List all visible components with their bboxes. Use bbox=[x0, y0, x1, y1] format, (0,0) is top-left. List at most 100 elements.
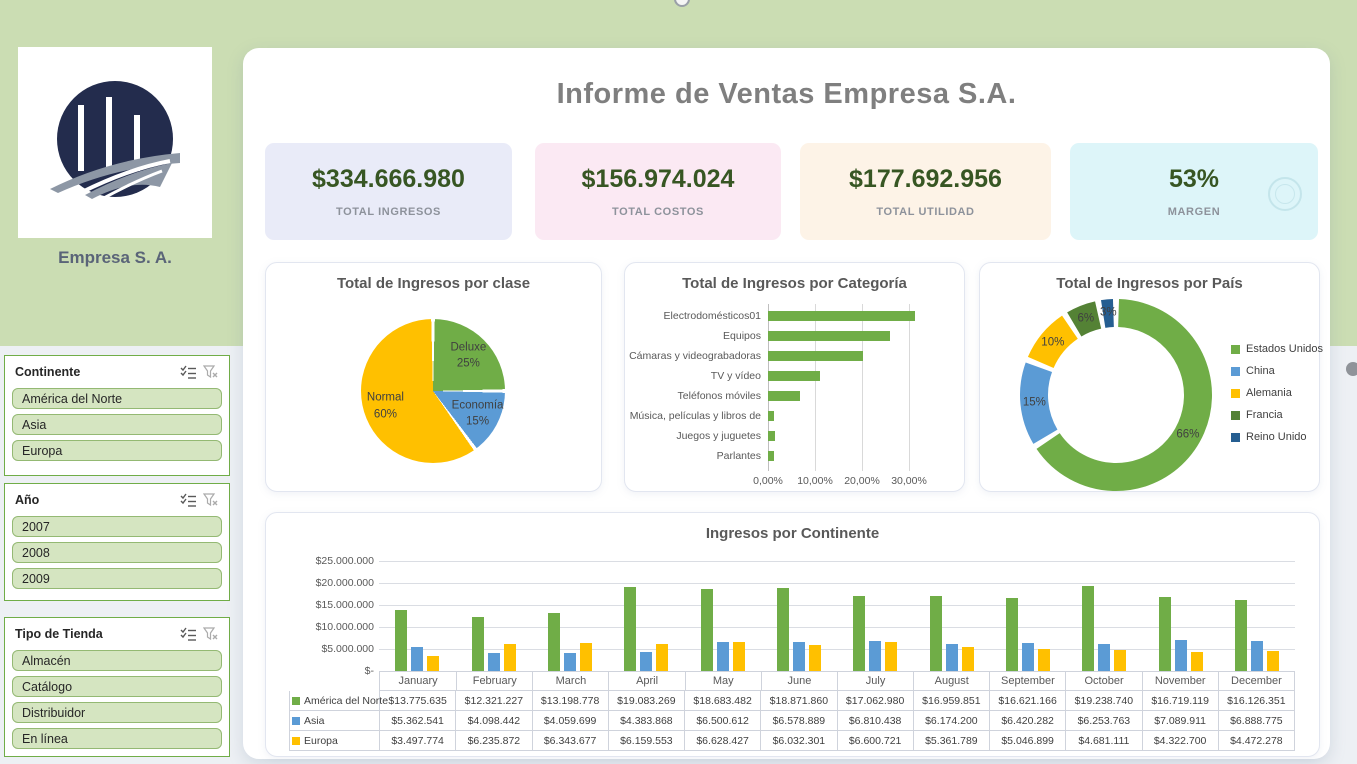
multi-select-icon[interactable] bbox=[177, 363, 199, 381]
table-cell: $4.059.699 bbox=[533, 711, 609, 730]
pie-slice-label: Normal 60% bbox=[366, 391, 404, 421]
bar bbox=[768, 351, 863, 361]
table-cell: $17.062.980 bbox=[838, 691, 914, 710]
table-row-header: América del Norte bbox=[290, 691, 388, 710]
slicer-title: Tipo de Tienda bbox=[15, 627, 103, 641]
x-axis-label-january: January bbox=[398, 675, 438, 687]
chart-card-ingresos-continente: Ingresos por Continente $25.000.000 $20.0… bbox=[265, 512, 1320, 757]
x-gridline bbox=[768, 304, 769, 471]
y-axis-tick-label: $10.000.000 bbox=[315, 621, 374, 633]
column-bar-américa-del-norte bbox=[776, 588, 789, 671]
bar-category-label: Electrodomésticos01 bbox=[663, 310, 761, 322]
table-cell: $6.628.427 bbox=[685, 731, 762, 750]
bar bbox=[768, 431, 775, 441]
column-bar-américa-del-norte bbox=[624, 587, 637, 671]
donut-segment-alemania bbox=[1020, 299, 1212, 491]
column-bar-asia bbox=[640, 651, 653, 671]
y-axis-tick-label: $20.000.000 bbox=[315, 577, 374, 589]
bar-row: Música, películas y libros de bbox=[625, 406, 964, 426]
table-cell: $16.959.851 bbox=[914, 691, 990, 710]
slicer-item-2009[interactable]: 2009 bbox=[12, 568, 222, 589]
kpi-card-total-ingresos: $334.666.980 TOTAL INGRESOS bbox=[265, 143, 512, 240]
legend-swatch bbox=[1231, 344, 1240, 354]
x-axis-tick-label: 20,00% bbox=[844, 475, 880, 487]
x-axis-label-march: March bbox=[532, 672, 608, 690]
slicer-item-américa-del-norte[interactable]: América del Norte bbox=[12, 388, 222, 409]
table-cell: $4.322.700 bbox=[1143, 731, 1219, 750]
column-chart-plot bbox=[379, 561, 1295, 671]
slicer-item-2007[interactable]: 2007 bbox=[12, 516, 222, 537]
chart-title: Ingresos por Continente bbox=[705, 525, 880, 542]
column-bar-europa bbox=[579, 643, 592, 671]
slicer-item-almacén[interactable]: Almacén bbox=[12, 650, 222, 671]
table-cell: $6.032.301 bbox=[761, 731, 838, 750]
column-bar-asia bbox=[1174, 639, 1187, 671]
y-axis-tick-label: $- bbox=[364, 665, 374, 677]
slicer-header: Continente bbox=[5, 356, 229, 385]
pie-chart-clase bbox=[361, 319, 505, 463]
series-name: América del Norte bbox=[304, 694, 389, 707]
slicer-item-europa[interactable]: Europa bbox=[12, 440, 222, 461]
slicer-items: 2007 2008 2009 bbox=[5, 513, 229, 589]
slicer-item-asia[interactable]: Asia bbox=[12, 414, 222, 435]
kpi-label: TOTAL UTILIDAD bbox=[876, 206, 975, 218]
clear-filter-icon[interactable] bbox=[199, 625, 221, 643]
column-bar-américa-del-norte bbox=[1005, 597, 1018, 671]
donut-chart-pais bbox=[1020, 299, 1212, 492]
bar bbox=[768, 331, 891, 341]
slicer-item-distribuidor[interactable]: Distribuidor bbox=[12, 702, 222, 723]
table-cell: $6.500.612 bbox=[685, 711, 762, 730]
table-cell: $6.810.438 bbox=[838, 711, 914, 730]
stamp-watermark-icon bbox=[1268, 177, 1302, 211]
slicer-items: América del Norte Asia Europa bbox=[5, 385, 229, 461]
table-row: Asia $5.362.541 $4.098.442 $4.059.699 $4.383… bbox=[290, 711, 1295, 731]
legend-label: Reino Unido bbox=[1246, 431, 1307, 443]
slicer-item-en-línea[interactable]: En línea bbox=[12, 728, 222, 749]
table-cell: $6.420.282 bbox=[990, 711, 1067, 730]
pie-slice-label: Deluxe 25% bbox=[450, 340, 487, 370]
legend-label: Estados Unidos bbox=[1246, 343, 1324, 355]
slicer-item-catálogo[interactable]: Catálogo bbox=[12, 676, 222, 697]
bar-category-label: TV y vídeo bbox=[710, 370, 761, 382]
bar-category-label: Equipos bbox=[723, 330, 761, 342]
bar-row: Electrodomésticos01 bbox=[625, 306, 964, 326]
table-cell: $6.600.721 bbox=[838, 731, 914, 750]
table-cell: $5.046.899 bbox=[990, 731, 1067, 750]
x-axis-label-september: September bbox=[989, 672, 1065, 690]
multi-select-icon[interactable] bbox=[177, 491, 199, 509]
bar-category-label: Parlantes bbox=[716, 450, 761, 462]
legend-swatch bbox=[1231, 410, 1240, 420]
slicer-title: Continente bbox=[15, 365, 81, 379]
chart-title: Total de Ingresos por clase bbox=[336, 275, 531, 292]
slicer-item-2008[interactable]: 2008 bbox=[12, 542, 222, 563]
slicer-header: Tipo de Tienda bbox=[5, 618, 229, 647]
table-row: América del Norte $13.775.635 $12.321.227 $… bbox=[290, 691, 1295, 711]
bar-category-label: Teléfonos móviles bbox=[677, 390, 761, 402]
column-bar-américa-del-norte bbox=[853, 595, 866, 671]
bar-category-label: Música, películas y libros de bbox=[629, 410, 761, 422]
clear-filter-icon[interactable] bbox=[199, 363, 221, 381]
column-bar-asia bbox=[411, 647, 424, 671]
x-gridline bbox=[862, 304, 863, 471]
donut-segment-label: 10% bbox=[1041, 336, 1065, 349]
bar-category-label: Cámaras y videograbadoras bbox=[629, 350, 761, 362]
column-bar-asia bbox=[563, 653, 576, 671]
bar bbox=[768, 451, 774, 461]
clear-filter-icon[interactable] bbox=[199, 491, 221, 509]
scrollbar-thumb[interactable] bbox=[1346, 362, 1357, 376]
bar-row: Parlantes bbox=[625, 446, 964, 466]
column-bar-europa bbox=[808, 644, 821, 671]
bar bbox=[768, 371, 821, 381]
slicer-items: Almacén Catálogo Distribuidor En línea bbox=[5, 647, 229, 749]
kpi-label: TOTAL INGRESOS bbox=[336, 206, 441, 218]
y-gridline bbox=[379, 561, 1295, 562]
column-bar-asia bbox=[716, 642, 729, 671]
company-logo bbox=[18, 47, 212, 238]
table-cell: $4.681.111 bbox=[1066, 731, 1143, 750]
table-cell: $16.719.119 bbox=[1143, 691, 1219, 710]
multi-select-icon[interactable] bbox=[177, 625, 199, 643]
column-bar-américa-del-norte bbox=[395, 610, 408, 671]
legend-swatch bbox=[1231, 388, 1240, 398]
chart-card-ingresos-pais: Total de Ingresos por País 66% 15% 10% 6% 3%… bbox=[979, 262, 1324, 492]
legend-item-alemania: Alemania bbox=[1231, 387, 1323, 399]
